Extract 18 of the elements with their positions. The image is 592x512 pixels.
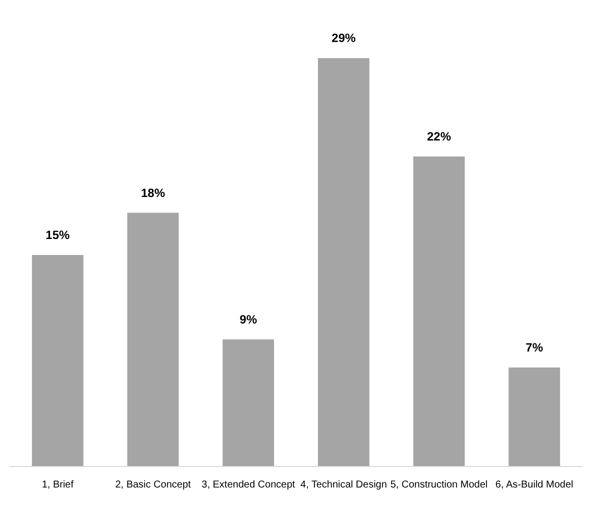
data-label: 9% [240, 312, 258, 326]
bar [318, 58, 370, 466]
data-label: 15% [46, 228, 70, 242]
bar [413, 156, 465, 466]
data-label: 18% [140, 186, 166, 200]
bar [127, 212, 179, 466]
bar [32, 255, 84, 466]
x-tick-label: 6, As-Build Model [495, 480, 574, 490]
x-tick-label: 3, Extended Concept [202, 480, 296, 490]
bar [222, 339, 274, 466]
data-label: 7% [526, 340, 544, 355]
x-tick-label: 2, Basic Concept [115, 480, 192, 490]
bar [508, 368, 560, 466]
data-label: 22% [426, 130, 452, 144]
x-tick-label: 5, Construction Model [390, 480, 488, 490]
x-tick-label: 4, Technical Design [300, 480, 387, 490]
data-label: 29% [332, 31, 356, 46]
x-tick-label: 1, Brief [42, 480, 74, 490]
